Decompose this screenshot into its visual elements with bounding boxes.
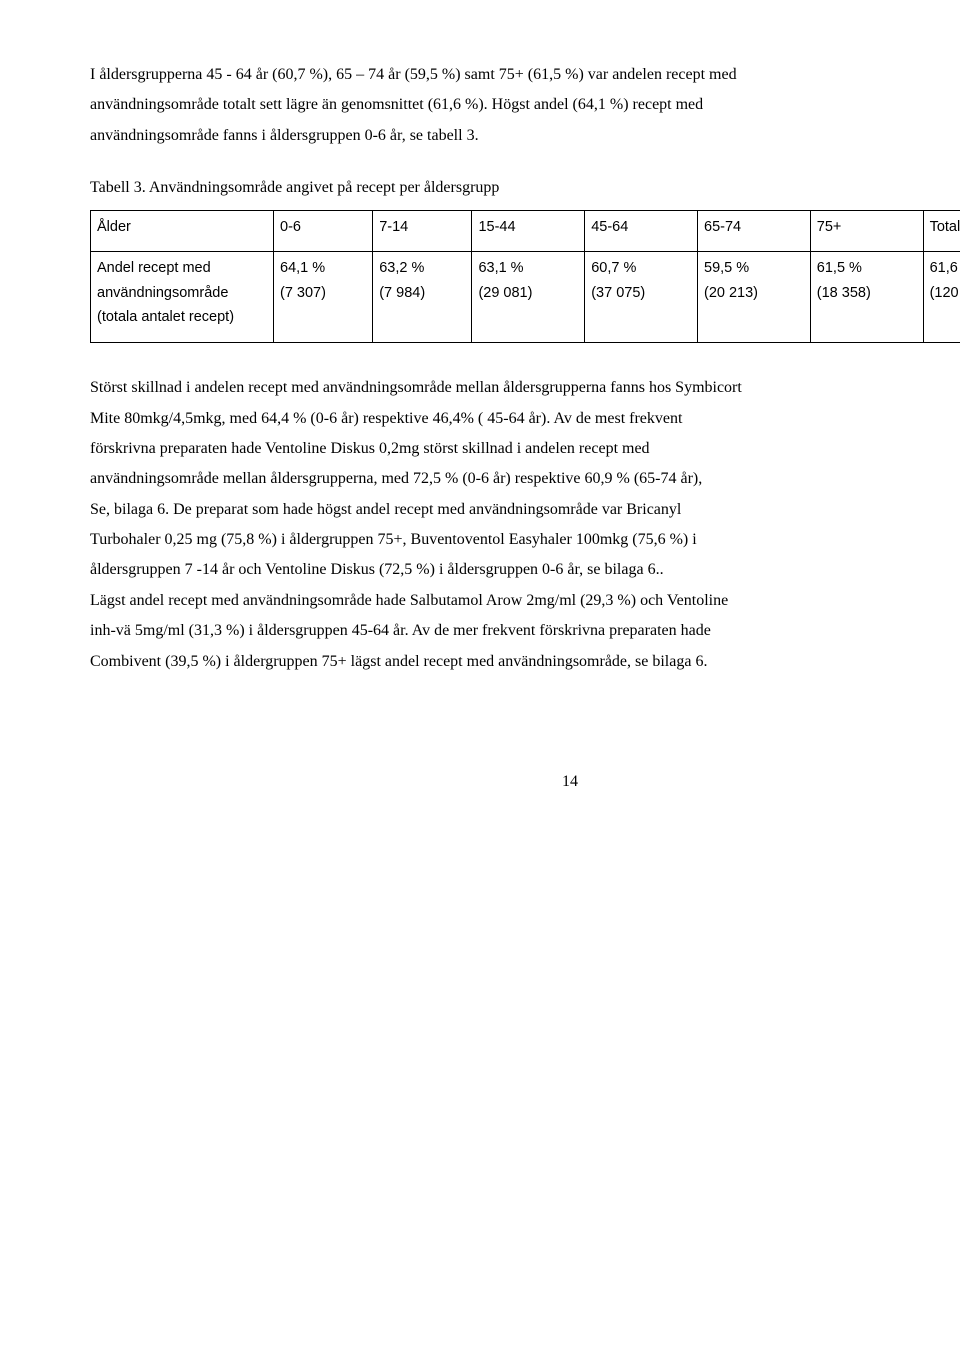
data-cell: 63,1 %(29 081) bbox=[472, 252, 585, 343]
table-row: Andel recept medanvändningsområde(totala… bbox=[91, 252, 960, 343]
table-caption: Tabell 3. Användningsområde angivet på r… bbox=[90, 173, 960, 203]
data-cell: 61,5 %(18 358) bbox=[810, 252, 923, 343]
paragraph-1: I åldersgrupperna 45 - 64 år (60,7 %), 6… bbox=[90, 60, 960, 151]
col-header: 75+ bbox=[810, 210, 923, 252]
col-header: 7-14 bbox=[373, 210, 472, 252]
data-cell: 63,2 %(7 984) bbox=[373, 252, 472, 343]
data-cell: 60,7 %(37 075) bbox=[585, 252, 698, 343]
col-header: 0-6 bbox=[274, 210, 373, 252]
data-cell: 61,6 %(120 018) bbox=[923, 252, 960, 343]
data-table: Ålder0-67-1415-4445-6465-7475+Totalt And… bbox=[90, 210, 960, 344]
paragraph-2: Störst skillnad i andelen recept med anv… bbox=[90, 373, 960, 677]
col-header: 65-74 bbox=[698, 210, 811, 252]
col-header: 15-44 bbox=[472, 210, 585, 252]
data-cell: 59,5 %(20 213) bbox=[698, 252, 811, 343]
col-header-label: Ålder bbox=[91, 210, 274, 252]
page-number: 14 bbox=[90, 767, 960, 797]
data-cell: 64,1 %(7 307) bbox=[274, 252, 373, 343]
row-label-cell: Andel recept medanvändningsområde(totala… bbox=[91, 252, 274, 343]
col-header: Totalt bbox=[923, 210, 960, 252]
table-header-row: Ålder0-67-1415-4445-6465-7475+Totalt bbox=[91, 210, 960, 252]
col-header: 45-64 bbox=[585, 210, 698, 252]
